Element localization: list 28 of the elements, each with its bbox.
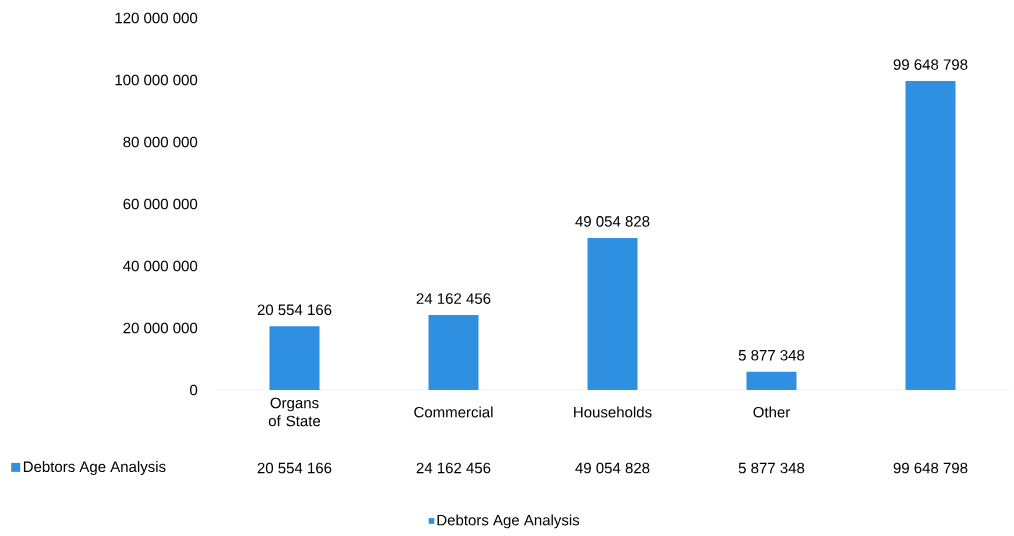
bar	[905, 81, 956, 390]
text: 99 648 798	[893, 59, 968, 70]
bar	[428, 315, 479, 390]
bar	[269, 326, 320, 390]
x-tick-label: Households	[574, 406, 652, 418]
y-tick-label: 40 000 000	[123, 260, 198, 272]
y-tick-label: 100 000 000	[115, 74, 198, 86]
bar	[587, 237, 638, 390]
legend-label: Debtors Age Analysis	[437, 514, 580, 529]
data-label: 99 648 798	[893, 462, 968, 474]
y-tick-label: 120 000 000	[115, 12, 198, 24]
bar	[746, 371, 797, 390]
x-tick-label: Other	[753, 406, 791, 418]
y-tick-label: 0	[190, 384, 198, 396]
text: Debtors Age Analysis	[23, 461, 166, 475]
x-tick-label: Commercial	[414, 406, 493, 418]
data-label: 49 054 828	[575, 462, 650, 474]
data-label: 5 877 348	[738, 462, 805, 474]
x-tick-label: Organs of State	[268, 397, 321, 427]
text: 24 162 456	[416, 293, 491, 304]
y-tick-label: 60 000 000	[123, 198, 198, 210]
text: 20 554 166	[257, 304, 332, 316]
text: 49 054 828	[575, 216, 650, 227]
data-label: 20 554 166	[257, 462, 332, 474]
text: 5 877 348	[738, 349, 805, 361]
y-tick-label: 80 000 000	[123, 136, 198, 148]
y-tick-label: 20 000 000	[123, 322, 198, 334]
data-label: 24 162 456	[416, 462, 491, 474]
